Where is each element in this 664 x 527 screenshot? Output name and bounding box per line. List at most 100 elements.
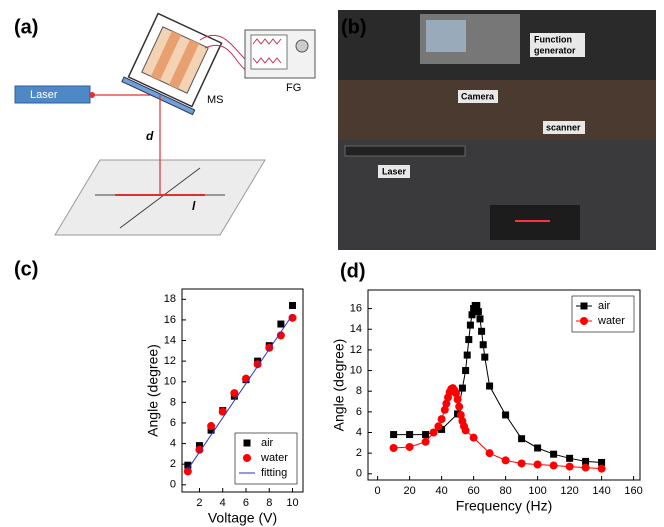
point: [434, 422, 443, 431]
point: [550, 450, 558, 458]
point: [469, 433, 478, 442]
y-tick-label: 16: [164, 314, 176, 326]
panel-label: (d): [340, 260, 366, 282]
y-tick-label: 4: [170, 437, 176, 449]
point: [289, 301, 297, 309]
point: [421, 437, 430, 446]
legend-marker: [243, 439, 251, 447]
point: [461, 426, 470, 435]
x-tick-label: 160: [624, 485, 642, 497]
x-tick-label: 140: [592, 485, 610, 497]
point: [463, 351, 471, 359]
y-tick-label: 14: [164, 334, 176, 346]
point: [455, 402, 464, 411]
point: [466, 321, 474, 329]
point: [481, 353, 489, 361]
y-axis-title: Angle (degree): [145, 344, 161, 437]
x-tick-label: 2: [196, 497, 202, 509]
y-tick-label: 16: [350, 302, 362, 314]
x-tick-label: 10: [286, 497, 298, 509]
point: [195, 445, 204, 454]
point: [565, 462, 574, 471]
point: [277, 320, 285, 328]
x-axis-title: Voltage (V): [208, 510, 277, 526]
point: [534, 444, 542, 452]
y-tick-label: 10: [350, 364, 362, 376]
point: [195, 442, 203, 450]
point: [502, 411, 510, 419]
point: [207, 426, 215, 434]
legend-label: air: [598, 300, 611, 312]
point: [485, 449, 494, 458]
point: [478, 327, 486, 335]
x-tick-label: 0: [375, 485, 381, 497]
x-tick-label: 6: [243, 497, 249, 509]
y-tick-label: 0: [356, 468, 362, 480]
x-tick-label: 60: [467, 485, 479, 497]
point: [405, 442, 414, 451]
tag: Function: [534, 34, 572, 44]
x-tick-label: 100: [528, 485, 546, 497]
mirror-scanner: [121, 12, 223, 116]
point: [422, 431, 430, 439]
point: [218, 407, 227, 416]
y-tick-label: 10: [164, 376, 176, 388]
legend-marker: [243, 454, 251, 462]
y-tick-label: 2: [356, 447, 362, 459]
legend-label: fitting: [261, 467, 287, 479]
d-label: d: [146, 129, 154, 143]
point: [533, 460, 542, 469]
fg-knob: [295, 39, 309, 53]
legend-marker: [580, 302, 588, 310]
point: [253, 360, 262, 369]
photo-fg-screen: [426, 20, 466, 52]
ms-text: MS: [207, 94, 224, 106]
point: [517, 459, 526, 468]
legend-box: [571, 295, 635, 333]
point: [440, 405, 449, 414]
point: [184, 461, 192, 469]
point: [389, 443, 398, 452]
point: [429, 428, 438, 437]
point: [406, 431, 414, 439]
point: [207, 422, 216, 431]
x-tick-label: 80: [499, 485, 511, 497]
beam-dot: [89, 92, 95, 98]
y-tick-label: 8: [356, 385, 362, 397]
x-tick-label: 40: [435, 485, 447, 497]
point: [442, 399, 451, 408]
point: [456, 410, 465, 419]
point: [598, 458, 606, 466]
panel-label: (a): [14, 16, 38, 38]
tag: Camera: [461, 91, 495, 101]
legend-label: water: [597, 315, 625, 327]
tag-box: [378, 165, 410, 178]
y-tick-label: 6: [170, 417, 176, 429]
tag: generator: [534, 45, 576, 55]
point: [473, 301, 481, 309]
point: [230, 389, 239, 398]
point: [518, 435, 526, 443]
fg-wave: [252, 38, 282, 64]
y-tick-label: 6: [356, 406, 362, 418]
y-tick-label: 4: [356, 426, 362, 438]
y-tick-label: 8: [170, 396, 176, 408]
point: [437, 415, 446, 424]
legend-marker: [580, 317, 588, 325]
y-tick-label: 12: [350, 344, 362, 356]
point: [476, 315, 484, 323]
point: [486, 382, 494, 390]
point: [183, 467, 192, 476]
series-line: [187, 314, 293, 470]
point: [276, 331, 285, 340]
panel-label: (b): [341, 16, 367, 38]
x-tick-label: 8: [266, 497, 272, 509]
point: [438, 425, 446, 433]
point: [390, 431, 398, 439]
point: [597, 464, 606, 473]
y-tick-label: 12: [164, 355, 176, 367]
point: [566, 454, 574, 462]
tag-box: [530, 33, 585, 57]
plot-frame: [367, 289, 641, 481]
point: [479, 341, 487, 349]
